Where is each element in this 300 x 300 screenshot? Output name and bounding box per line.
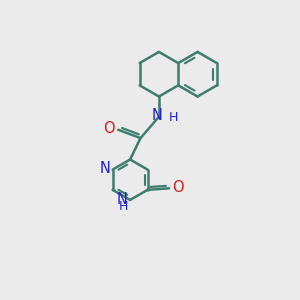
Text: H: H	[118, 200, 128, 213]
Text: O: O	[172, 180, 184, 195]
Text: O: O	[103, 121, 115, 136]
Text: N: N	[117, 191, 128, 206]
Text: N: N	[99, 161, 110, 176]
Text: N: N	[152, 108, 163, 123]
Text: H: H	[169, 111, 178, 124]
